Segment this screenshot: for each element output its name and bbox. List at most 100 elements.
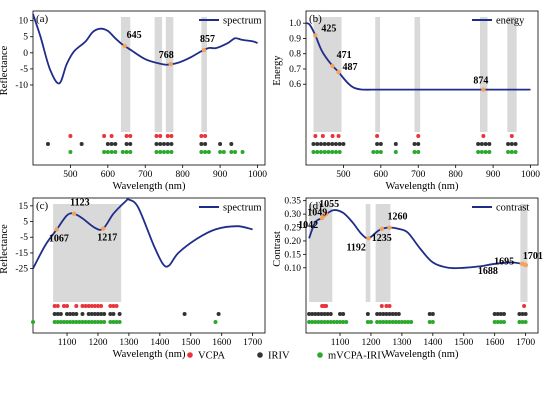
marker-vcpa (124, 134, 129, 138)
marker-iriv (322, 142, 327, 146)
marker-mvcpa-iriv (89, 320, 94, 324)
marker-mvcpa-iriv (509, 150, 514, 154)
marker-mvcpa-iriv (409, 320, 414, 324)
x-tick-label: 1200 (88, 338, 107, 348)
marker-mvcpa-iriv (378, 320, 383, 324)
annotation-point (519, 261, 525, 266)
x-axis-label: Wavelength (nm) (113, 181, 186, 192)
legend-label: energy (496, 16, 525, 27)
marker-vcpa (203, 134, 208, 138)
marker-iriv (330, 142, 335, 146)
panel-label: (c) (36, 200, 49, 212)
marker-mvcpa-iriv (95, 320, 100, 324)
marker-iriv (95, 312, 100, 316)
marker-mvcpa-iriv (206, 150, 211, 154)
marker-mvcpa-iriv (111, 320, 116, 324)
marker-iriv (326, 142, 331, 146)
marker-mvcpa-iriv (319, 320, 324, 324)
marker-iriv (311, 142, 316, 146)
y-tick-label: 0.9 (289, 34, 301, 44)
marker-mvcpa-iriv (520, 320, 525, 324)
marker-mvcpa-iriv (199, 150, 204, 154)
marker-mvcpa-iriv (328, 320, 333, 324)
marker-iriv (393, 312, 398, 316)
marker-mvcpa-iriv (52, 320, 57, 324)
marker-iriv (387, 312, 392, 316)
annotation-label: 425 (321, 23, 336, 34)
plot-frame (32, 10, 266, 166)
y-tick-label: 0.25 (284, 224, 301, 234)
marker-iriv (318, 142, 323, 146)
marker-mvcpa-iriv (334, 320, 339, 324)
legend-dot (187, 352, 193, 358)
x-tick-label: 1400 (423, 338, 442, 348)
x-tick-label: 1500 (454, 338, 473, 348)
marker-mvcpa-iriv (331, 320, 336, 324)
marker-vcpa (324, 304, 329, 308)
marker-iriv (396, 312, 401, 316)
annotation-point (101, 226, 106, 231)
marker-mvcpa-iriv (416, 150, 421, 154)
marker-vcpa (74, 304, 79, 308)
marker-mvcpa-iriv (393, 150, 398, 154)
marker-vcpa (89, 304, 94, 308)
legend-dot (257, 352, 263, 358)
marker-mvcpa-iriv (430, 320, 435, 324)
marker-mvcpa-iriv (310, 320, 315, 324)
marker-mvcpa-iriv (378, 150, 383, 154)
marker-mvcpa-iriv (158, 150, 163, 154)
shaded-band (520, 204, 528, 302)
x-tick-label: 800 (176, 170, 191, 180)
marker-mvcpa-iriv (368, 320, 373, 324)
marker-iriv (105, 142, 110, 146)
x-tick-label: 1000 (248, 170, 267, 180)
legend-label: contrast (496, 203, 529, 214)
legend-dot (317, 352, 323, 358)
marker-iriv (158, 142, 163, 146)
marker-mvcpa-iriv (479, 150, 484, 154)
marker-mvcpa-iriv (371, 150, 376, 154)
marker-mvcpa-iriv (65, 320, 70, 324)
marker-iriv (52, 312, 57, 316)
marker-iriv (199, 142, 204, 146)
x-tick-label: 1100 (58, 338, 77, 348)
plot-frame (305, 197, 539, 334)
marker-iriv (322, 312, 327, 316)
marker-vcpa (80, 304, 85, 308)
marker-iriv (513, 142, 518, 146)
shaded-band (309, 204, 333, 302)
annotation-point (168, 61, 173, 67)
y-tick-label: 0.20 (284, 237, 301, 247)
marker-iriv (378, 142, 383, 146)
marker-mvcpa-iriv (58, 320, 63, 324)
marker-vcpa (416, 134, 421, 138)
marker-iriv (307, 312, 312, 316)
marker-iriv (315, 142, 320, 146)
x-tick-label: 600 (101, 170, 116, 180)
marker-iriv (68, 312, 73, 316)
marker-mvcpa-iriv (338, 320, 343, 324)
marker-iriv (102, 312, 107, 316)
x-tick-label: 1100 (331, 338, 350, 348)
marker-mvcpa-iriv (402, 320, 407, 324)
marker-mvcpa-iriv (495, 320, 500, 324)
marker-mvcpa-iriv (483, 150, 488, 154)
marker-iriv (378, 312, 383, 316)
marker-mvcpa-iriv (325, 320, 330, 324)
marker-vcpa (68, 134, 73, 138)
shaded-band (480, 17, 488, 132)
y-tick-label: -5 (20, 233, 28, 243)
y-tick-label: 0.6 (289, 80, 301, 90)
marker-vcpa (384, 304, 389, 308)
marker-vcpa (320, 134, 325, 138)
y-tick-label: -10 (15, 81, 28, 91)
marker-vcpa (111, 304, 116, 308)
marker-iriv (165, 142, 170, 146)
marker-iriv (99, 312, 104, 316)
marker-iriv (79, 142, 84, 146)
marker-mvcpa-iriv (233, 150, 238, 154)
annotation-label: 874 (473, 76, 488, 87)
marker-iriv (111, 312, 116, 316)
marker-mvcpa-iriv (330, 150, 335, 154)
